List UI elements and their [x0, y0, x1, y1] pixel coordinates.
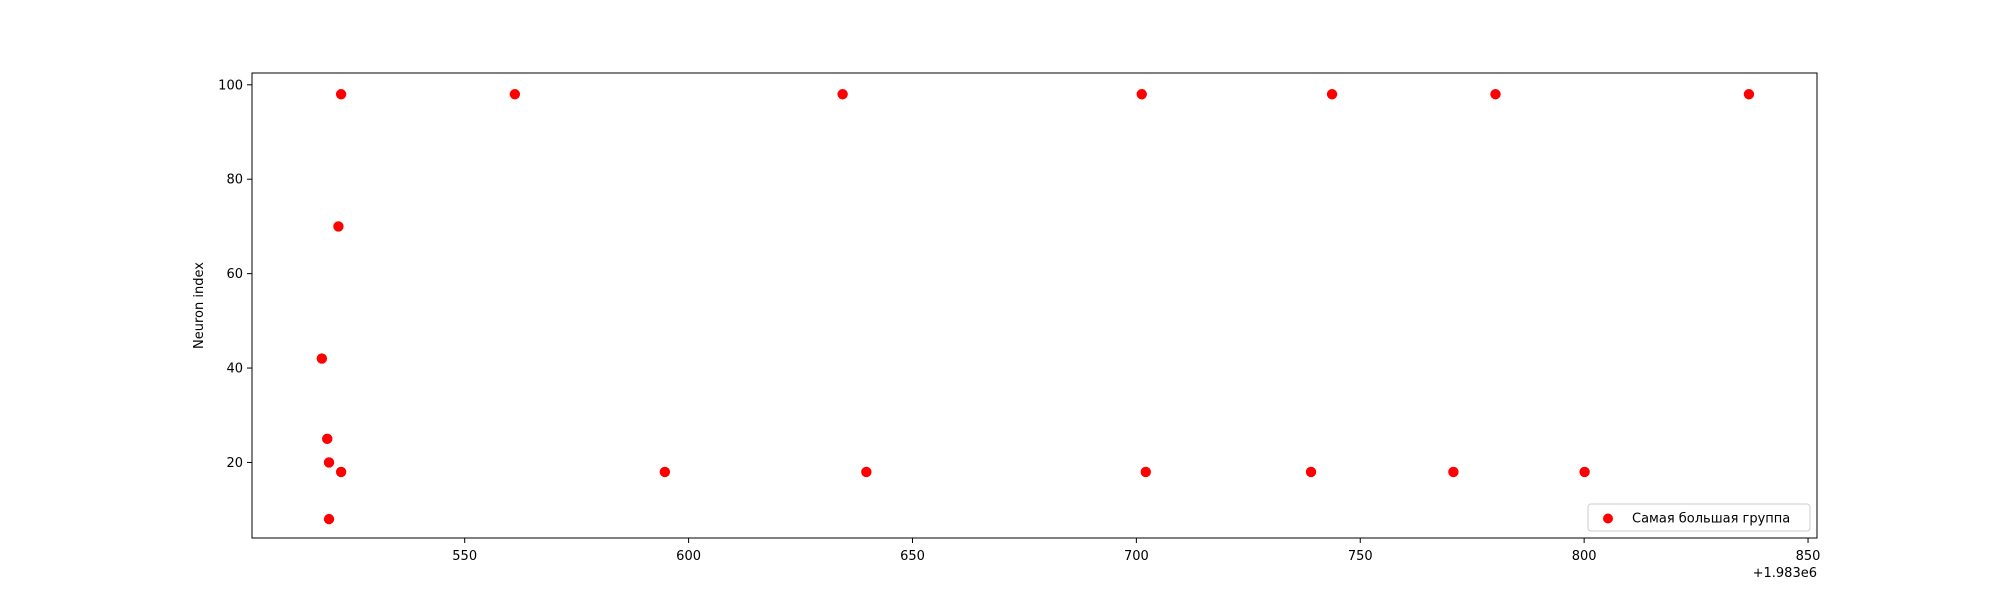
data-point: [335, 466, 347, 478]
data-point: [1579, 466, 1590, 478]
data-point: [509, 89, 521, 100]
data-point: [333, 221, 344, 232]
plot-frame: [251, 72, 1818, 539]
x-offset-label: +1.983e6: [1753, 566, 1817, 581]
x-tick-label: 700: [1124, 549, 1149, 564]
data-point: [1140, 466, 1151, 478]
y-tick-label: 80: [226, 173, 243, 188]
data-point: [322, 433, 333, 445]
data-point: [837, 89, 848, 100]
data-point: [316, 353, 328, 364]
y-tick-label: 100: [218, 78, 243, 93]
x-tick-label: 550: [452, 549, 477, 564]
data-point: [1448, 466, 1459, 478]
legend-box: [1587, 503, 1811, 532]
x-tick-label: 800: [1572, 549, 1597, 564]
y-axis-label: Neuron index: [192, 262, 207, 349]
data-point: [323, 457, 335, 468]
data-point: [1136, 89, 1147, 100]
x-tick-label: 600: [676, 549, 701, 564]
x-tick-label: 650: [900, 549, 925, 564]
data-point: [861, 466, 872, 478]
data-point: [323, 513, 335, 525]
legend-label: Самая большая группа: [1632, 512, 1790, 527]
data-point: [1743, 89, 1755, 100]
ticks-layer: 550 600 650 700 750 800 850 20 40 60 80 100: [218, 78, 1820, 564]
y-tick-label: 40: [226, 362, 243, 377]
x-tick-label: 850: [1796, 549, 1821, 564]
y-tick-label: 20: [226, 456, 243, 471]
data-point: [1326, 89, 1338, 100]
data-point: [659, 466, 671, 478]
data-point: [335, 89, 347, 100]
data-point: [1490, 89, 1501, 100]
data-point: [1305, 466, 1317, 478]
x-tick-label: 750: [1348, 549, 1373, 564]
y-tick-label: 60: [226, 267, 243, 282]
marks-layer: [316, 89, 1755, 525]
legend-marker: [1603, 513, 1613, 524]
legend: Самая большая группа: [1587, 503, 1811, 532]
